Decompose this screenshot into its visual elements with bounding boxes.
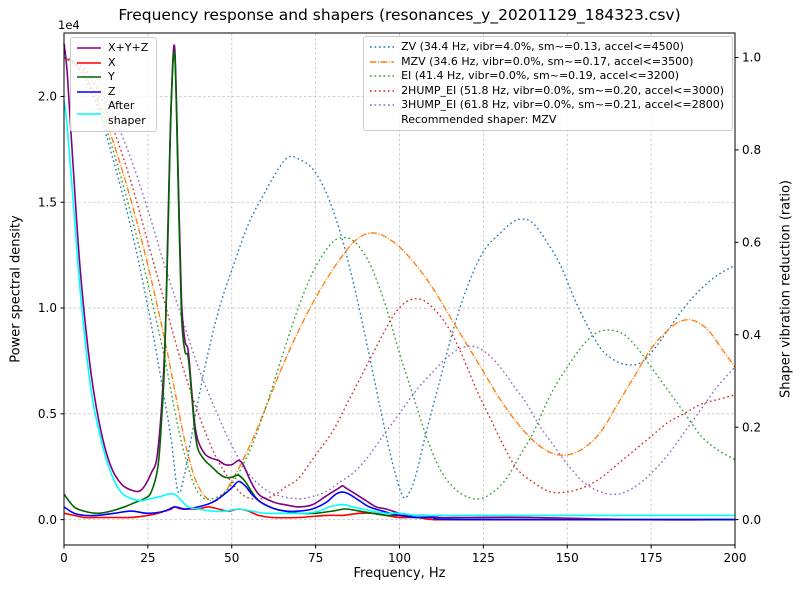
legend-line-3hump-ei-icon xyxy=(370,104,395,107)
legend-line-z-icon xyxy=(77,90,101,93)
legend-item-3hump-ei: 3HUMP_EI (61.8 Hz, vibr=0.0%, sm~=0.21, … xyxy=(369,98,724,113)
series-xyz xyxy=(63,43,736,521)
y-right-tick-label: 0.0 xyxy=(742,513,761,527)
legend-label: EI (41.4 Hz, vibr=0.0%, sm~=0.19, accel<… xyxy=(401,69,680,83)
x-tick-label: 0 xyxy=(60,551,68,565)
legend-label: 2HUMP_EI (51.8 Hz, vibr=0.0%, sm~=0.20, … xyxy=(401,83,724,97)
y-left-tick-label: 0.0 xyxy=(38,513,57,527)
legend-psd: X+Y+Z X Y Z After shaper xyxy=(70,37,158,133)
y-axis-label-right: Shaper vibration reduction (ratio) xyxy=(778,180,794,398)
legend-item-zv: ZV (34.4 Hz, vibr=4.0%, sm~=0.13, accel<… xyxy=(369,40,724,55)
x-tick-label: 75 xyxy=(308,551,323,565)
legend-line-2hump-ei-icon xyxy=(370,89,395,92)
x-tick-label: 175 xyxy=(640,551,663,565)
chart-title: Frequency response and shapers (resonanc… xyxy=(118,6,681,24)
legend-label: Z xyxy=(108,84,116,98)
legend-item-ei: EI (41.4 Hz, vibr=0.0%, sm~=0.19, accel<… xyxy=(369,69,724,84)
x-tick-label: 100 xyxy=(388,551,411,565)
legend-line-x-icon xyxy=(77,61,101,64)
legend-label: After shaper xyxy=(108,99,146,127)
series-ei xyxy=(63,56,736,500)
legend-item-after-shaper: After shaper xyxy=(76,99,148,128)
series-after-shaper xyxy=(63,100,735,517)
legend-item-x: X xyxy=(76,56,148,71)
y-left-tick-label: 1.5 xyxy=(38,195,57,209)
y-right-tick-label: 1.0 xyxy=(742,51,761,65)
legend-item-y: Y xyxy=(76,70,148,85)
legend-label: X xyxy=(108,55,116,69)
legend-label: ZV (34.4 Hz, vibr=4.0%, sm~=0.13, accel<… xyxy=(401,40,684,53)
x-axis-label: Frequency, Hz xyxy=(353,566,446,581)
y-left-tick-label: 2.0 xyxy=(38,90,57,104)
y-right-tick-label: 0.8 xyxy=(742,143,761,157)
legend-label: 3HUMP_EI (61.8 Hz, vibr=0.0%, sm~=0.21, … xyxy=(401,98,724,112)
y-left-tick-label: 1.0 xyxy=(38,301,57,315)
legend-line-ei-icon xyxy=(370,75,395,78)
legend-item-mzv: MZV (34.6 Hz, vibr=0.0%, sm~=0.17, accel… xyxy=(369,55,724,70)
legend-item-z: Z xyxy=(76,85,148,100)
x-tick-label: 200 xyxy=(724,551,747,565)
legend-line-mzv-icon xyxy=(370,60,395,63)
y-axis-offset-label: 1e4 xyxy=(58,18,80,32)
recommended-shaper-note: Recommended shaper: MZV xyxy=(401,112,557,126)
y-right-tick-label: 0.6 xyxy=(742,236,761,250)
x-tick-label: 150 xyxy=(556,551,579,565)
series-z xyxy=(63,480,736,521)
legend-item-xyz: X+Y+Z xyxy=(76,41,148,56)
series-mzv xyxy=(63,56,736,502)
y-axis-label-left: Power spectral density xyxy=(8,215,24,363)
y-left-tick-label: 0.5 xyxy=(38,407,57,421)
legend-label: MZV (34.6 Hz, vibr=0.0%, sm~=0.17, accel… xyxy=(401,54,694,68)
legend-label: Y xyxy=(108,70,115,84)
series-2hump-ei xyxy=(63,56,736,500)
x-tick-label: 25 xyxy=(140,551,155,565)
series-y xyxy=(63,50,736,521)
legend-line-xyz-icon xyxy=(77,47,101,50)
x-tick-label: 125 xyxy=(472,551,495,565)
legend-label: X+Y+Z xyxy=(108,41,149,54)
legend-shapers: ZV (34.4 Hz, vibr=4.0%, sm~=0.13, accel<… xyxy=(363,36,733,132)
legend-line-zv-icon xyxy=(370,46,395,49)
legend-line-y-icon xyxy=(77,76,101,79)
y-right-tick-label: 0.2 xyxy=(742,420,761,434)
x-tick-label: 50 xyxy=(224,551,239,565)
legend-line-after-shaper-icon xyxy=(77,112,101,115)
y-right-tick-label: 0.4 xyxy=(742,328,761,342)
legend-item-2hump-ei: 2HUMP_EI (51.8 Hz, vibr=0.0%, sm~=0.20, … xyxy=(369,84,724,99)
